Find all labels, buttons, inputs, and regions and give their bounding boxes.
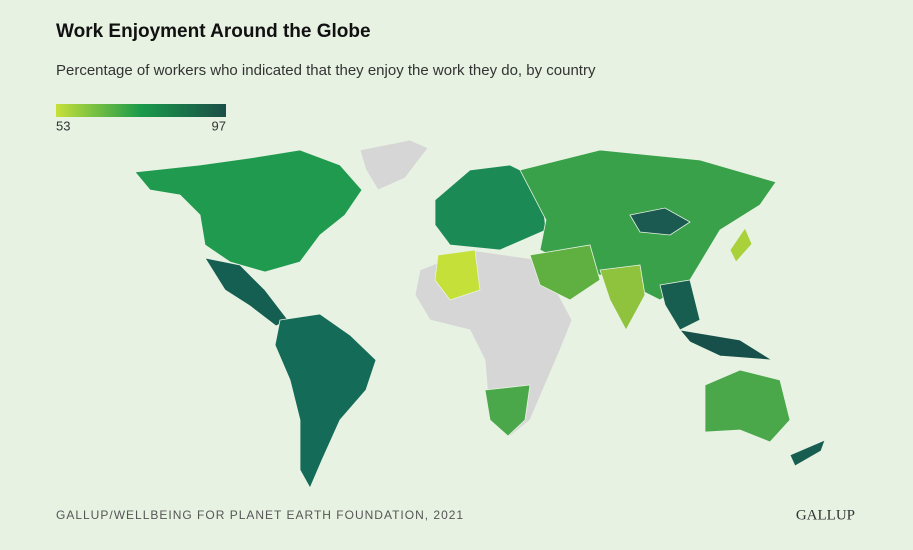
- southeast-asia: [659, 279, 701, 331]
- world-map: [134, 139, 826, 489]
- south-america: [274, 313, 377, 489]
- legend-bar: [56, 104, 226, 117]
- subtitle: Percentage of workers who indicated that…: [56, 62, 596, 79]
- title: Work Enjoyment Around the Globe: [56, 21, 371, 42]
- logo: GALLUP: [796, 507, 855, 523]
- north-america: [134, 149, 363, 273]
- japan: [729, 227, 753, 263]
- indonesia: [679, 329, 773, 361]
- middle-east: [529, 244, 601, 301]
- mongolia: [629, 207, 691, 236]
- source: GALLUP/WELLBEING FOR PLANET EARTH FOUNDA…: [56, 508, 464, 522]
- new-zealand: [789, 439, 826, 467]
- greenland: [359, 139, 429, 191]
- legend-min: 53: [56, 118, 70, 133]
- southern-africa: [484, 384, 531, 437]
- legend-max: 97: [212, 118, 226, 133]
- australia: [704, 369, 791, 443]
- india: [599, 264, 646, 331]
- north-africa: [434, 249, 481, 301]
